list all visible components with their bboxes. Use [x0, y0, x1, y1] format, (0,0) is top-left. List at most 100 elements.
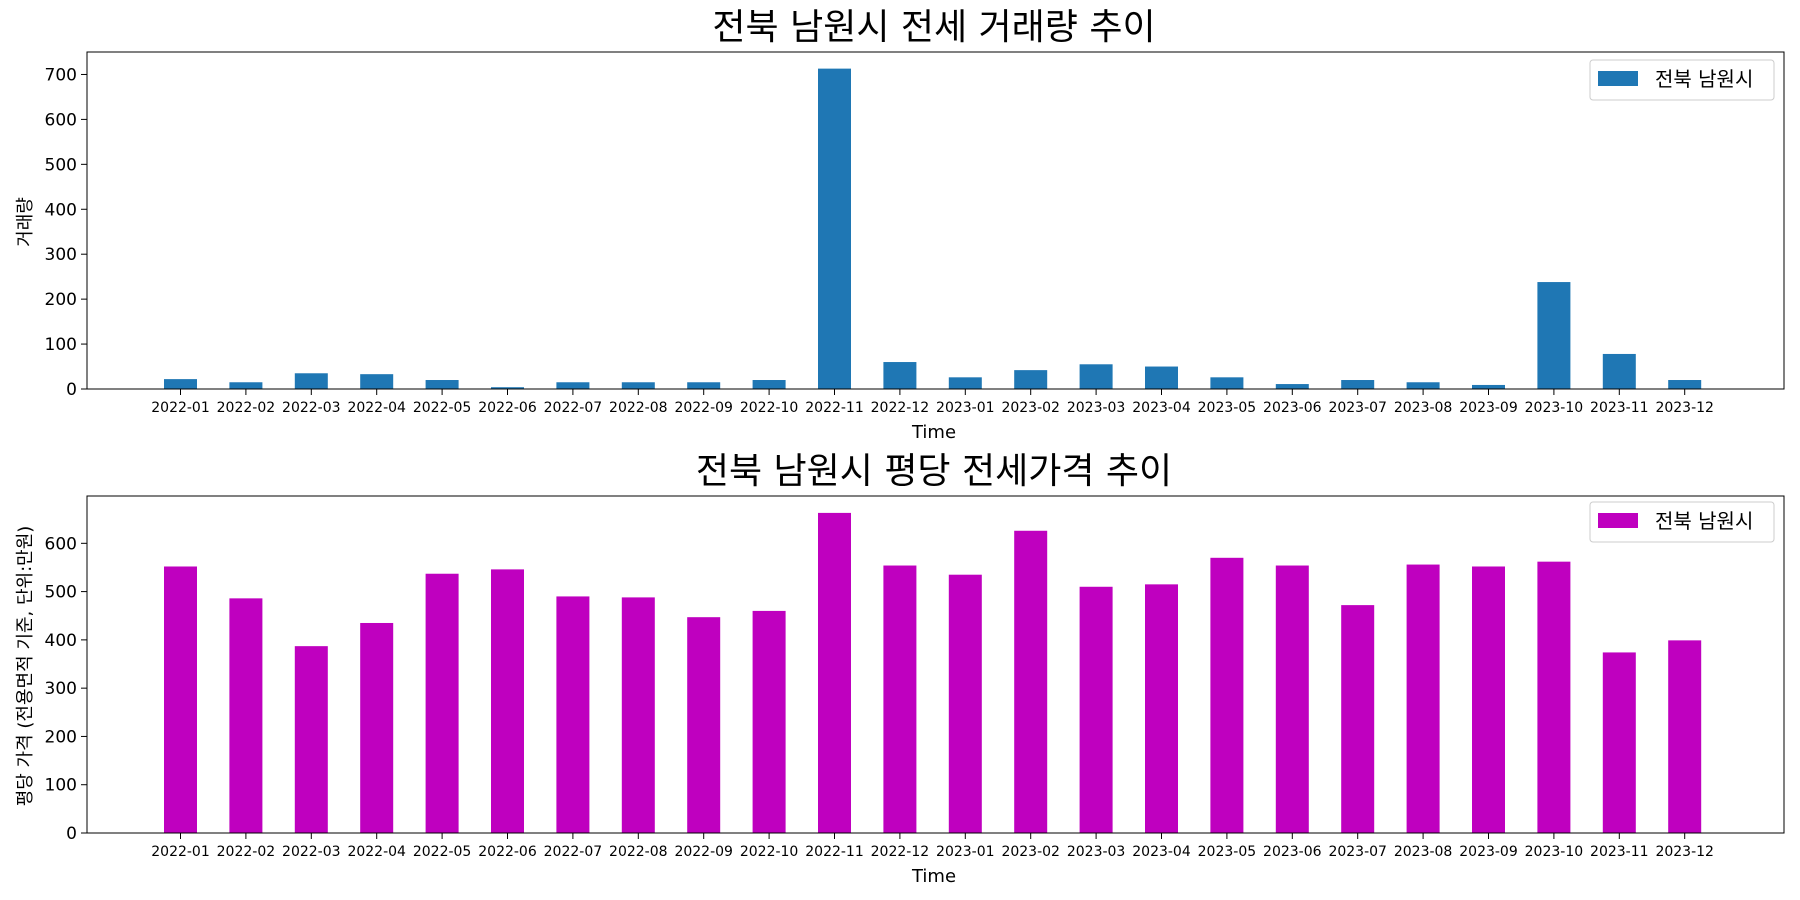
price-y-axis-label: 평당 가격 (전용면적 기준, 단위:만원) — [15, 526, 36, 807]
price-x-tick-label: 2023-01 — [936, 844, 995, 860]
price-x-tick-label: 2022-06 — [478, 844, 537, 860]
volume-legend: 전북 남원시 — [1589, 59, 1775, 101]
volume-x-tick-label: 2023-07 — [1328, 400, 1387, 416]
volume-x-tick-label: 2023-11 — [1590, 400, 1649, 416]
price-y-tick-label: 600 — [45, 534, 77, 554]
volume-chart-title: 전북 남원시 전세 거래량 추이 — [712, 7, 1155, 48]
volume-y-tick-label: 600 — [45, 110, 77, 130]
volume-x-tick-label: 2023-08 — [1394, 400, 1453, 416]
volume-bar-2022-01 — [164, 379, 197, 389]
volume-x-tick-label: 2022-07 — [544, 400, 603, 416]
volume-y-axis-label: 거래량 — [15, 197, 36, 247]
price-y-ticks: 0 100 200 300 400 500 600 — [45, 534, 87, 844]
price-bar-2023-04 — [1145, 584, 1178, 833]
volume-x-tick-label: 2023-02 — [1001, 400, 1060, 416]
price-bar-2022-11 — [818, 512, 851, 833]
price-x-tick-label: 2023-03 — [1067, 844, 1126, 860]
price-bar-2023-05 — [1210, 557, 1244, 833]
volume-x-tick-label: 2023-05 — [1198, 400, 1257, 416]
volume-y-tick-label: 400 — [45, 200, 77, 220]
volume-x-tick-label: 2023-10 — [1525, 400, 1584, 416]
volume-bar-2022-06 — [491, 387, 524, 389]
volume-x-tick-label: 2022-11 — [805, 400, 864, 416]
price-y-tick-label: 500 — [45, 583, 77, 603]
volume-bar-2023-12 — [1668, 380, 1702, 389]
price-bar-2022-05 — [425, 573, 459, 833]
volume-x-tick-label: 2023-04 — [1132, 400, 1191, 416]
price-x-tick-label: 2022-09 — [674, 844, 733, 860]
volume-y-tick-label: 700 — [45, 65, 77, 85]
volume-bar-2023-03 — [1079, 364, 1113, 389]
volume-y-tick-label: 200 — [45, 290, 77, 310]
volume-bar-2023-06 — [1275, 384, 1309, 389]
price-y-tick-label: 0 — [66, 824, 77, 844]
price-x-tick-label: 2022-01 — [151, 844, 210, 860]
price-x-tick-label: 2022-07 — [544, 844, 603, 860]
volume-bar-2022-05 — [425, 380, 459, 389]
price-bar-2022-04 — [360, 622, 394, 833]
price-x-tick-label: 2023-06 — [1263, 844, 1322, 860]
price-x-tick-label: 2023-12 — [1655, 844, 1714, 860]
volume-x-tick-label: 2022-01 — [151, 400, 210, 416]
price-bar-2022-01 — [164, 566, 197, 833]
price-x-tick-label: 2022-02 — [217, 844, 276, 860]
price-chart: 전북 남원시 평당 전세가격 추이 평당 가격 (전용면적 기준, 단위:만원)… — [15, 451, 1785, 887]
price-bar-2022-10 — [752, 610, 786, 833]
price-bar-2023-03 — [1079, 586, 1113, 833]
price-bar-2022-12 — [883, 565, 917, 833]
volume-legend-box — [1589, 59, 1775, 101]
price-x-tick-label: 2023-07 — [1328, 844, 1387, 860]
volume-bar-2022-12 — [883, 362, 917, 389]
volume-x-tick-label: 2023-03 — [1067, 400, 1126, 416]
price-x-tick-label: 2022-12 — [871, 844, 930, 860]
price-x-tick-label: 2022-10 — [740, 844, 799, 860]
price-x-tick-label: 2022-05 — [413, 844, 472, 860]
volume-y-tick-label: 0 — [66, 380, 77, 400]
price-x-tick-label: 2022-11 — [805, 844, 864, 860]
price-plot-frame — [86, 495, 1785, 834]
price-bar-2023-12 — [1668, 640, 1702, 833]
price-x-tick-label: 2023-09 — [1459, 844, 1518, 860]
volume-x-tick-label: 2023-06 — [1263, 400, 1322, 416]
volume-chart: 전북 남원시 전세 거래량 추이 거래량 Time 0 100 200 300 400 5… — [15, 7, 1785, 443]
volume-x-tick-label: 2022-10 — [740, 400, 799, 416]
price-x-tick-label: 2022-04 — [347, 844, 406, 860]
volume-x-tick-label: 2022-09 — [674, 400, 733, 416]
price-bar-2023-01 — [948, 574, 982, 833]
price-bar-2022-07 — [556, 596, 590, 833]
price-y-tick-label: 200 — [45, 727, 77, 747]
price-bar-2023-11 — [1602, 652, 1636, 833]
volume-bar-2023-05 — [1210, 377, 1244, 389]
volume-bar-2023-10 — [1537, 282, 1571, 389]
volume-x-ticks: 2022-01 2022-02 2022-03 2022-04 2022-05 2022-… — [151, 389, 1714, 416]
price-legend-label: 전북 남원시 — [1655, 509, 1753, 533]
volume-legend-label: 전북 남원시 — [1655, 67, 1753, 91]
volume-y-tick-label: 500 — [45, 155, 77, 175]
price-bar-2023-06 — [1275, 565, 1309, 833]
volume-x-tick-label: 2023-09 — [1459, 400, 1518, 416]
volume-x-tick-label: 2022-03 — [282, 400, 341, 416]
volume-plot-frame — [86, 51, 1785, 390]
volume-bar-2022-09 — [687, 382, 721, 389]
volume-bar-2023-04 — [1145, 366, 1178, 389]
price-bar-2022-06 — [491, 569, 524, 833]
volume-x-tick-label: 2022-06 — [478, 400, 537, 416]
volume-bar-2023-02 — [1014, 370, 1048, 389]
price-x-tick-label: 2022-08 — [609, 844, 668, 860]
volume-y-tick-label: 300 — [45, 245, 77, 265]
volume-bar-2023-08 — [1406, 382, 1440, 389]
price-bar-2023-10 — [1537, 561, 1571, 833]
price-y-tick-label: 400 — [45, 631, 77, 651]
price-x-tick-label: 2023-11 — [1590, 844, 1649, 860]
price-bar-2023-02 — [1014, 530, 1048, 833]
volume-bar-2023-07 — [1341, 380, 1375, 389]
price-bar-2022-09 — [687, 617, 721, 833]
price-x-tick-label: 2023-02 — [1001, 844, 1060, 860]
price-x-tick-label: 2023-04 — [1132, 844, 1191, 860]
price-bar-2023-09 — [1472, 566, 1505, 833]
price-x-tick-label: 2023-05 — [1198, 844, 1257, 860]
volume-bar-2022-08 — [621, 382, 655, 389]
volume-bars — [164, 68, 1702, 389]
volume-x-tick-label: 2022-08 — [609, 400, 668, 416]
